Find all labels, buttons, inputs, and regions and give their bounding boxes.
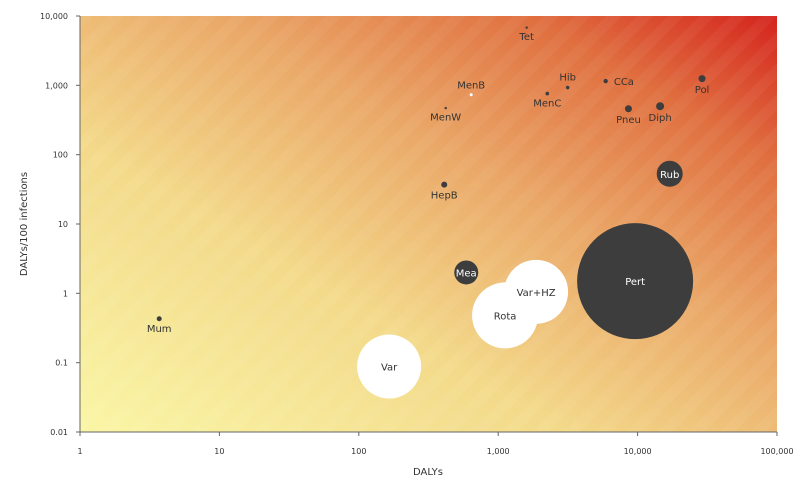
bubble-diph xyxy=(656,102,665,111)
x-tick-label: 100 xyxy=(351,447,366,456)
y-tick-label: 10 xyxy=(58,220,68,229)
bubble-cca xyxy=(603,78,608,84)
bubble-var xyxy=(357,334,422,399)
bubble-hepb xyxy=(441,181,448,188)
y-axis-title: DALYs/100 infections xyxy=(19,172,30,276)
bubble-pol xyxy=(698,75,706,83)
bubble-label-hepb: HepB xyxy=(431,191,458,202)
bubble-label-var-hz: Var+HZ xyxy=(517,288,556,299)
y-tick-label: 1 xyxy=(63,289,68,298)
x-ticks: 1 10 100 1,000 10,000 100,000 xyxy=(77,432,794,456)
bubble-label-pert: Pert xyxy=(625,277,645,288)
x-tick-label: 10 xyxy=(214,447,224,456)
bubble-label-var: Var xyxy=(381,363,398,374)
y-ticks: 0.01 0.1 1 10 100 1,000 10,000 xyxy=(40,12,80,437)
bubble-label-mea: Mea xyxy=(456,268,477,279)
bubble-label-cca: CCa xyxy=(614,77,634,88)
bubble-hib xyxy=(565,85,570,90)
bubble-tet xyxy=(525,26,528,29)
bubble-var-hz xyxy=(504,259,569,324)
bubble-label-tet: Tet xyxy=(518,32,534,43)
bubble-label-pneu: Pneu xyxy=(616,115,641,126)
x-axis-title: DALYs xyxy=(413,467,443,478)
y-tick-label: 0.1 xyxy=(55,359,68,368)
data-labels: Tet MenB MenW Hib MenC CCa Pol Pneu Diph Rub HepB M… xyxy=(147,32,709,374)
bubble-mum xyxy=(156,316,162,322)
y-tick-label: 100 xyxy=(53,151,68,160)
axes: 1 10 100 1,000 10,000 100,000 0.01 0.1 1 10 100 1,… xyxy=(19,12,794,478)
bubble-label-hib: Hib xyxy=(559,73,576,84)
bubble-label-rub: Rub xyxy=(660,170,679,181)
bubble-mea xyxy=(454,260,479,285)
bubble-pert xyxy=(577,223,694,340)
bubble-pneu xyxy=(624,105,632,113)
plot-area xyxy=(80,16,777,432)
bubble-menb xyxy=(469,93,473,97)
x-tick-label: 10,000 xyxy=(624,447,652,456)
x-tick-label: 1,000 xyxy=(487,447,510,456)
data-marks xyxy=(156,26,706,399)
bubble-label-mum: Mum xyxy=(147,324,172,335)
x-tick-label: 1 xyxy=(77,447,82,456)
bubble-label-menc: MenC xyxy=(533,98,561,109)
y-tick-label: 10,000 xyxy=(40,12,68,21)
bubble-menc xyxy=(545,91,550,96)
y-tick-label: 1,000 xyxy=(45,81,68,90)
y-tick-label: 0.01 xyxy=(50,428,68,437)
bubble-label-menw: MenW xyxy=(430,112,461,123)
plot-background-bands xyxy=(80,16,777,432)
x-tick-label: 100,000 xyxy=(760,447,793,456)
bubble-label-rota: Rota xyxy=(494,311,517,322)
bubble-label-menb: MenB xyxy=(457,80,485,91)
bubble-label-diph: Diph xyxy=(649,113,672,124)
bubble-menw xyxy=(444,106,447,110)
bubble-label-pol: Pol xyxy=(695,85,710,96)
bubble-rub xyxy=(656,160,683,187)
